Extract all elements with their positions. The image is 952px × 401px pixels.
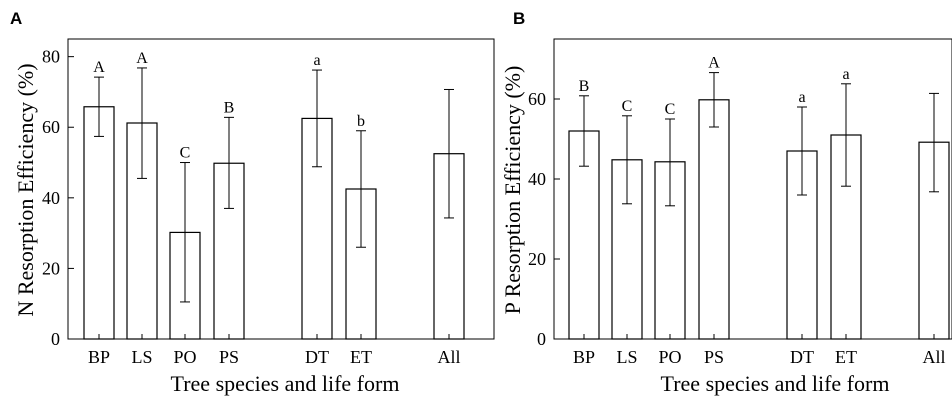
panel-b-plot: 0 20 40 60 B BP C LS C PO A PS a DT a ET All (528, 38, 952, 367)
panel-b-category-label-ps: PS (704, 347, 724, 367)
panel-a-ytick-label: 80 (42, 47, 60, 67)
panel-a-category-label-et: ET (350, 347, 372, 367)
panel-b-frame (553, 38, 952, 340)
panel-a-y-axis-title: N Resorption Efficiency (%) (13, 63, 38, 316)
panel-a-plot: 0 20 40 60 80 A BP A LS C PO B PS a DT b ET All (42, 38, 495, 367)
panel-b-ytick-label: 0 (537, 329, 546, 349)
panel-a-sig-label-bp: A (93, 59, 105, 76)
panel-a-letter: A (10, 9, 22, 28)
panel-a-sig-label-et: b (357, 113, 365, 130)
panel-b-sig-label-ps: A (708, 55, 720, 72)
panel-a-ytick-label: 60 (42, 117, 60, 137)
panel-a-bar-bp (83, 106, 115, 340)
panel-a-ytick-label: 0 (51, 329, 60, 349)
panel-a-sig-label-ps: B (224, 99, 235, 116)
panel-b-sig-label-ls: C (622, 98, 633, 115)
panel-a-category-label-dt: DT (305, 347, 329, 367)
panel-a-category-label-all: All (437, 347, 460, 367)
panel-b-category-label-ls: LS (616, 347, 637, 367)
panel-b-x-axis-title: Tree species and life form (661, 371, 890, 396)
panel-b: B P Resorption Efficiency (%) Tree speci… (500, 9, 952, 396)
panel-a: A N Resorption Efficiency (%) Tree speci… (10, 9, 495, 396)
panel-b-y-axis-title: P Resorption Efficiency (%) (500, 66, 525, 315)
panel-a-x-axis-title: Tree species and life form (171, 371, 400, 396)
panel-a-category-label-ls: LS (131, 347, 152, 367)
panel-a-ytick-label: 20 (42, 258, 60, 278)
panel-b-ytick-label: 40 (528, 169, 546, 189)
panel-b-sig-label-et: a (842, 66, 849, 83)
panel-a-sig-label-dt: a (313, 52, 320, 69)
panel-b-bar-ps (698, 99, 730, 340)
panel-b-sig-label-dt: a (798, 89, 805, 106)
panel-b-ytick-label: 20 (528, 249, 546, 269)
panel-b-sig-label-bp: B (579, 78, 590, 95)
panel-a-category-label-bp: BP (88, 347, 110, 367)
panel-b-category-label-po: PO (658, 347, 681, 367)
panel-a-category-label-ps: PS (219, 347, 239, 367)
panel-b-ytick-label: 60 (528, 89, 546, 109)
panel-a-sig-label-po: C (180, 145, 191, 162)
panel-a-sig-label-ls: A (136, 50, 148, 67)
panel-b-category-label-et: ET (835, 347, 857, 367)
panel-b-letter: B (513, 9, 525, 28)
panel-b-category-label-all: All (922, 347, 945, 367)
panel-b-category-label-bp: BP (573, 347, 595, 367)
panel-b-sig-label-po: C (665, 101, 676, 118)
panel-b-category-label-dt: DT (790, 347, 814, 367)
panel-a-category-label-po: PO (173, 347, 196, 367)
panel-a-frame (67, 38, 495, 340)
panel-a-ytick-label: 40 (42, 188, 60, 208)
